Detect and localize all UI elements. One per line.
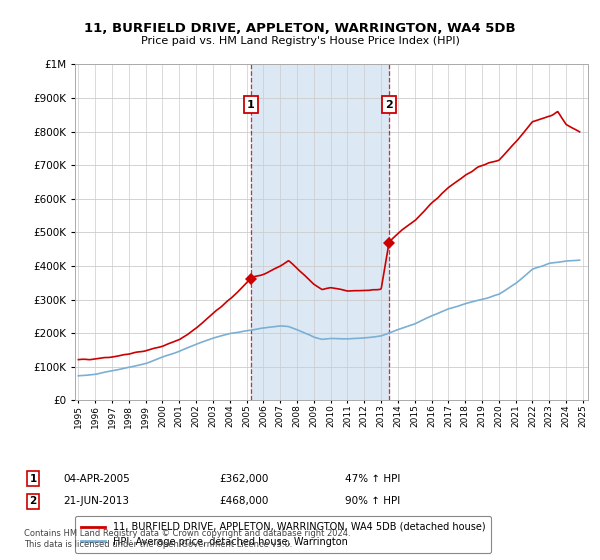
Bar [251,64,389,400]
Text: £468,000: £468,000 [219,496,268,506]
Text: 2: 2 [29,496,37,506]
Text: Contains HM Land Registry data © Crown copyright and database right 2024.
This d: Contains HM Land Registry data © Crown c… [24,529,350,549]
Text: 21-JUN-2013: 21-JUN-2013 [63,496,129,506]
Text: 11, BURFIELD DRIVE, APPLETON, WARRINGTON, WA4 5DB: 11, BURFIELD DRIVE, APPLETON, WARRINGTON… [84,22,516,35]
Legend: 11, BURFIELD DRIVE, APPLETON, WARRINGTON, WA4 5DB (detached house), HPI: Average: 11, BURFIELD DRIVE, APPLETON, WARRINGTON… [75,516,491,553]
Text: 2: 2 [385,100,393,110]
Text: 1: 1 [247,100,254,110]
Text: 90% ↑ HPI: 90% ↑ HPI [345,496,400,506]
Text: 1: 1 [29,474,37,484]
Text: 04-APR-2005: 04-APR-2005 [63,474,130,484]
Text: Price paid vs. HM Land Registry's House Price Index (HPI): Price paid vs. HM Land Registry's House … [140,36,460,46]
Text: 47% ↑ HPI: 47% ↑ HPI [345,474,400,484]
Text: £362,000: £362,000 [219,474,268,484]
